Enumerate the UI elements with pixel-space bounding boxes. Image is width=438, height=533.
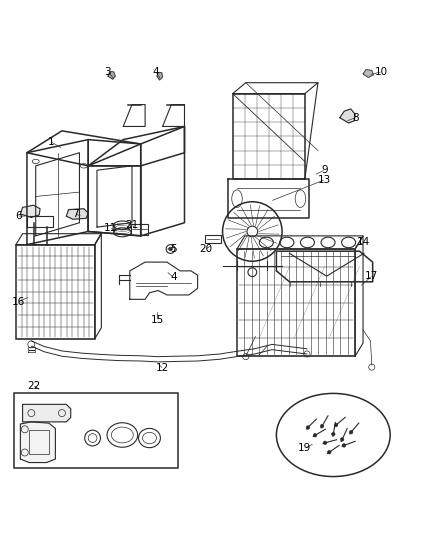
Text: 17: 17 [364,271,378,281]
Circle shape [320,424,323,428]
Circle shape [342,443,345,447]
Bar [237,249,354,356]
Circle shape [327,450,330,454]
Bar [16,245,95,338]
Text: 4: 4 [170,272,177,282]
Text: 8: 8 [351,112,358,123]
Circle shape [334,423,337,427]
Circle shape [339,438,343,441]
Text: 16: 16 [11,296,25,306]
Text: 4: 4 [152,67,159,77]
Bar [131,224,148,235]
Circle shape [313,433,316,437]
Bar [29,430,49,454]
Bar [14,393,177,468]
Text: 6: 6 [15,211,21,221]
Polygon shape [108,72,115,79]
Text: 21: 21 [125,220,138,230]
Polygon shape [339,109,354,123]
Circle shape [322,441,326,445]
Text: 9: 9 [321,165,327,175]
Text: 20: 20 [198,244,212,254]
Circle shape [331,432,334,436]
Circle shape [168,247,172,251]
Circle shape [305,426,309,429]
Text: 13: 13 [317,175,330,185]
Bar [205,236,220,243]
Polygon shape [66,209,88,219]
Text: 14: 14 [357,237,370,247]
Bar [232,94,304,179]
Text: 1: 1 [48,137,54,147]
Text: 5: 5 [170,244,177,254]
Text: 7: 7 [71,209,78,219]
Text: 22: 22 [27,381,40,391]
Text: 19: 19 [297,443,311,453]
Text: 15: 15 [150,315,164,325]
Circle shape [349,431,352,434]
Polygon shape [20,205,40,217]
Polygon shape [22,405,71,422]
Text: 10: 10 [374,67,387,77]
Text: 12: 12 [155,364,169,374]
Polygon shape [20,422,55,463]
Text: 3: 3 [104,67,111,77]
Text: 11: 11 [103,223,117,233]
Polygon shape [362,70,373,77]
Polygon shape [156,72,162,80]
